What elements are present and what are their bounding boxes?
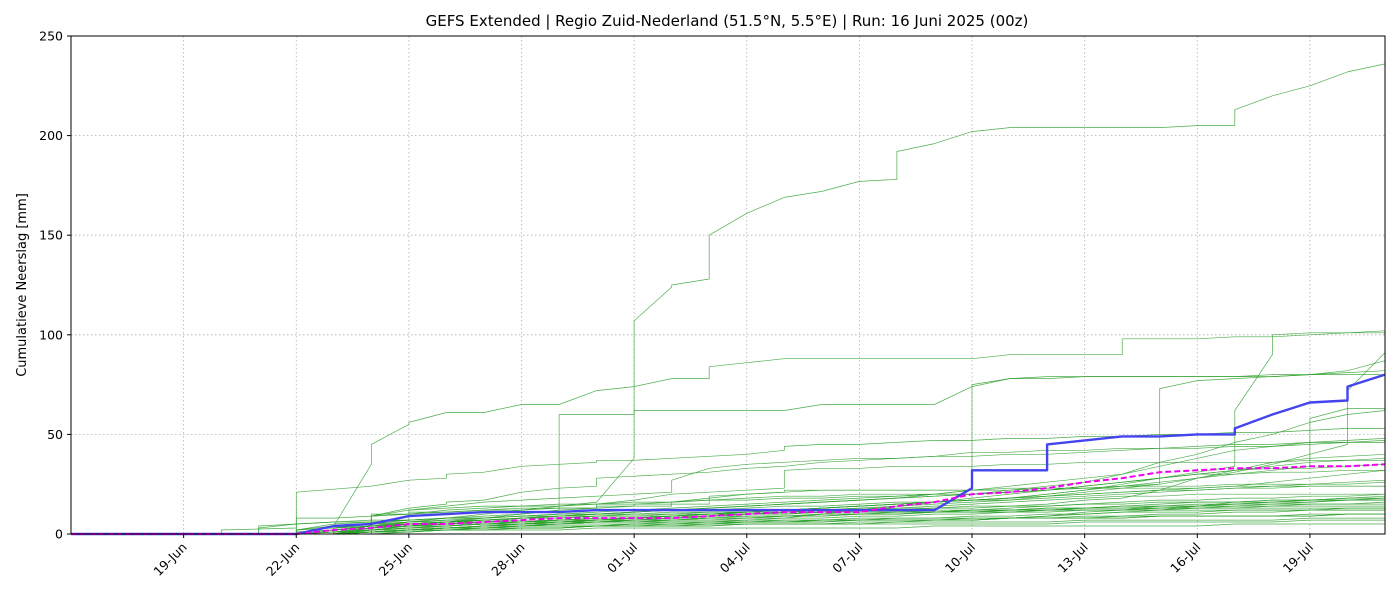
ensemble-member-line-44 bbox=[71, 63, 1386, 535]
x-tick-label: 01-Jul bbox=[604, 540, 640, 576]
y-tick-label: 150 bbox=[39, 228, 63, 243]
x-tick-label: 28-Jun bbox=[488, 540, 527, 579]
y-tick-label: 50 bbox=[47, 427, 63, 442]
y-tick-label: 0 bbox=[55, 527, 63, 542]
x-tick-label: 13-Jul bbox=[1055, 540, 1091, 576]
x-tick-label: 16-Jul bbox=[1167, 540, 1203, 576]
x-tick-label: 19-Jun bbox=[150, 540, 189, 579]
x-tick-label: 19-Jul bbox=[1280, 540, 1316, 576]
chart-title: GEFS Extended | Regio Zuid-Nederland (51… bbox=[426, 12, 1029, 30]
x-tick-label: 07-Jul bbox=[829, 540, 865, 576]
y-tick-label: 200 bbox=[39, 128, 63, 143]
ensemble-member-line-30 bbox=[71, 459, 1385, 535]
ensemble-members bbox=[71, 63, 1386, 535]
y-tick-label: 250 bbox=[39, 29, 63, 44]
ensemble-member-line-43 bbox=[71, 374, 1385, 535]
x-tick-label: 10-Jul bbox=[942, 540, 978, 576]
x-tick-label: 22-Jun bbox=[263, 540, 302, 579]
ensemble-member-line-42 bbox=[71, 332, 1385, 535]
y-axis-ticks: 0 50 100 150 200 250 bbox=[39, 29, 71, 542]
x-tick-label: 25-Jun bbox=[376, 540, 415, 579]
ensemble-member-line-38 bbox=[71, 330, 1386, 535]
plot-frame bbox=[70, 35, 1386, 535]
ensemble-member-line-37 bbox=[71, 352, 1386, 535]
ensemble-member-line-29 bbox=[71, 428, 1385, 535]
ensemble-mean-line bbox=[71, 373, 1386, 536]
ensemble-member-line-40 bbox=[71, 360, 1386, 535]
summary-lines bbox=[71, 373, 1386, 536]
ensemble-member-line-32 bbox=[71, 440, 1386, 535]
ensemble-median-line bbox=[71, 463, 1386, 535]
grid-lines bbox=[71, 36, 1385, 534]
ensemble-member-line-14 bbox=[71, 463, 1386, 535]
x-axis-ticks: 19-Jun 22-Jun 25-Jun 28-Jun 01-Jul 04-Jul 07-J… bbox=[150, 534, 1316, 579]
y-axis-label: Cumulatieve Neerslag [mm] bbox=[15, 193, 30, 377]
x-tick-label: 04-Jul bbox=[717, 540, 753, 576]
y-tick-label: 100 bbox=[39, 327, 63, 342]
ensemble-member-line-33 bbox=[71, 442, 1385, 535]
